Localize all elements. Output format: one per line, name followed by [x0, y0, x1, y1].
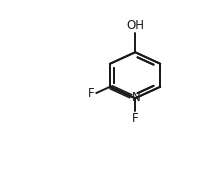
- Text: OH: OH: [126, 19, 144, 32]
- Text: F: F: [132, 112, 138, 125]
- Text: F: F: [88, 87, 94, 100]
- Text: N: N: [132, 91, 141, 104]
